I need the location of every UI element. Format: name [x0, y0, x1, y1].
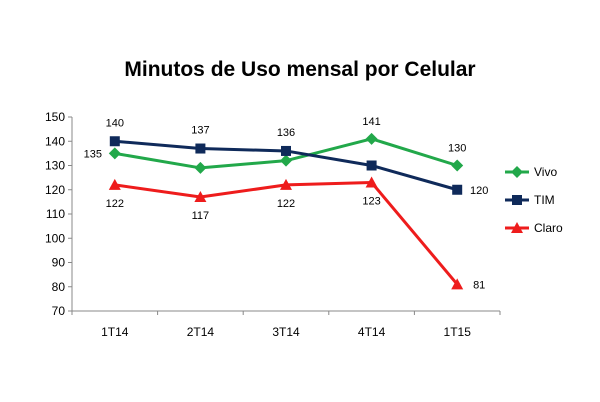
y-tick-label: 100	[45, 231, 65, 245]
data-point-claro	[194, 191, 207, 203]
data-point-tim	[109, 136, 120, 147]
data-point-tim	[281, 145, 291, 156]
data-point-tim	[452, 184, 463, 195]
y-tick-label: 150	[45, 110, 65, 124]
legend-label-tim: TIM	[534, 193, 555, 207]
y-tick-label: 80	[52, 280, 66, 294]
x-tick-label: 1T14	[101, 325, 129, 339]
data-point-vivo	[108, 147, 121, 160]
data-label-claro: 122	[277, 198, 295, 210]
legend-marker-claro	[511, 222, 523, 233]
series-markers	[108, 132, 464, 290]
data-label-vivo: 141	[362, 116, 380, 128]
y-tick-label: 120	[45, 183, 65, 197]
legend: Vivo TIM Claro	[505, 165, 563, 235]
data-point-vivo	[451, 159, 464, 172]
chart-title: Minutos de Uso mensal por Celular	[124, 58, 476, 81]
data-point-claro	[280, 178, 292, 190]
data-labels: 135 141 130 140 137 136 120 122 117 122 123 81	[84, 116, 489, 292]
data-point-vivo	[194, 161, 207, 174]
x-tick-label: 2T14	[187, 325, 215, 339]
data-label-tim: 120	[470, 185, 488, 197]
data-point-tim	[195, 143, 206, 154]
data-label-claro: 117	[192, 210, 210, 222]
data-label-claro: 81	[473, 279, 485, 291]
x-tick-label: 4T14	[358, 325, 386, 339]
data-point-claro	[365, 176, 378, 188]
data-point-claro	[108, 178, 121, 190]
data-label-claro: 122	[106, 198, 124, 210]
y-tick-label: 90	[52, 256, 66, 270]
data-point-vivo	[365, 132, 378, 145]
data-point-vivo	[280, 154, 292, 167]
y-tick-label: 130	[45, 159, 65, 173]
legend-label-claro: Claro	[534, 221, 563, 235]
data-label-tim: 140	[106, 117, 124, 129]
axes: 70 80 90 100 110 120 130 140 150 1T14 2T14 3T14 4T14…	[45, 110, 501, 339]
data-label-tim: 136	[277, 127, 295, 139]
data-label-tim: 137	[191, 125, 209, 137]
legend-marker-vivo	[511, 166, 523, 178]
y-tick-label: 140	[45, 134, 65, 148]
data-point-claro	[451, 278, 464, 290]
x-tick-label: 1T15	[444, 325, 472, 339]
data-point-tim	[366, 160, 377, 171]
x-tick-label: 3T14	[272, 325, 300, 339]
y-tick-label: 110	[46, 207, 65, 221]
legend-label-vivo: Vivo	[534, 165, 557, 179]
data-label-vivo: 135	[84, 148, 102, 160]
data-label-vivo: 130	[448, 143, 466, 155]
y-tick-label: 70	[52, 304, 66, 318]
data-label-claro: 123	[362, 195, 380, 207]
legend-marker-tim	[512, 195, 522, 205]
